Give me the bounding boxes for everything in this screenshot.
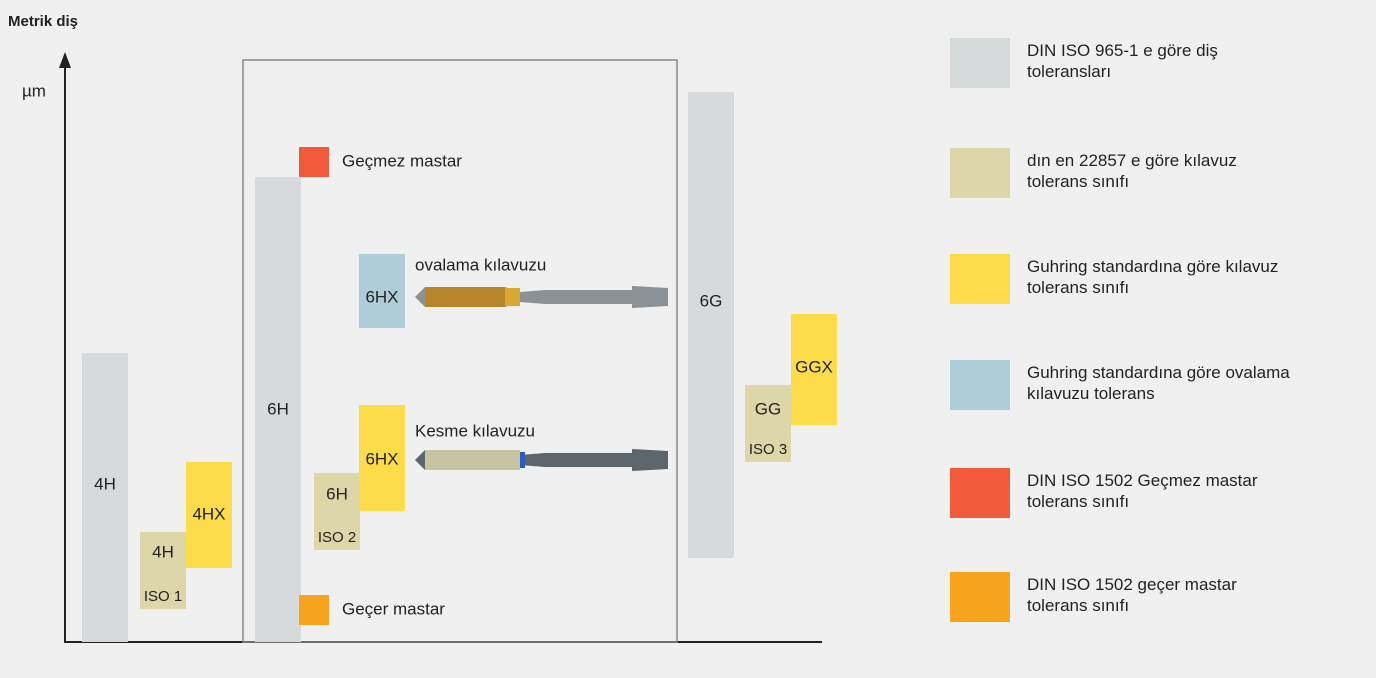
axis-arrow	[59, 52, 71, 68]
legend-line: DIN ISO 1502 geçer mastar	[1027, 575, 1237, 594]
tool-label: ovalama kılavuzu	[415, 255, 546, 274]
box-label: 6HX	[365, 287, 398, 306]
legend-item: Guhring standardına göre kılavuz tolerans…	[950, 254, 1278, 304]
box-label: 6H	[326, 484, 348, 503]
box-label: GGX	[795, 357, 833, 376]
legend-line: dın en 22857 e göre kılavuz	[1027, 151, 1237, 170]
gauge-box	[299, 147, 329, 177]
tolerance-box	[359, 405, 405, 511]
legend-line: kılavuzu tolerans	[1027, 384, 1155, 403]
box-label: 6HX	[365, 449, 398, 468]
legend-text: Guhring standardına göre kılavuz tolerans…	[1027, 256, 1278, 298]
tolerance-box	[186, 462, 232, 568]
box-label: GG	[755, 399, 781, 418]
box-sublabel: ISO 2	[318, 529, 356, 546]
box-label: 6H	[267, 399, 289, 418]
gauge-box	[299, 595, 329, 625]
box-label: 4H	[94, 474, 116, 493]
legend-swatch	[950, 360, 1010, 410]
roll-tap-image	[415, 286, 668, 308]
tolerance-box	[140, 532, 186, 609]
legend-line: DIN ISO 1502 Geçmez mastar	[1027, 471, 1258, 490]
box-label: 6G	[700, 291, 723, 310]
diagram: Metrik diş µm 4H 4H ISO 1 4HX 6H 6HX 6H ISO 2 6H…	[8, 13, 837, 643]
legend-swatch	[950, 148, 1010, 198]
legend-item: Guhring standardına göre ovalama kılavuzu…	[950, 360, 1290, 410]
tolerance-box	[255, 177, 301, 642]
box-sublabel: ISO 3	[749, 441, 787, 458]
tolerance-box	[791, 314, 837, 425]
gauge-label: Geçmez mastar	[342, 151, 462, 170]
legend-text: DIN ISO 1502 geçer mastar tolerans sınıfı	[1027, 574, 1237, 616]
cutting-tap-image	[415, 449, 668, 471]
frame	[242, 59, 678, 643]
tolerance-box	[82, 353, 128, 642]
box-sublabel: ISO 1	[144, 588, 182, 605]
tolerance-box	[359, 254, 405, 328]
legend-line: tolerans sınıfı	[1027, 596, 1130, 615]
tolerance-box	[745, 385, 791, 462]
tool-label: Kesme kılavuzu	[415, 421, 535, 440]
axis-unit: µm	[22, 81, 46, 100]
legend-item: DIN ISO 965-1 e göre diş toleransları	[950, 38, 1218, 88]
legend-line: Guhring standardına göre kılavuz	[1027, 257, 1279, 276]
legend-swatch	[950, 254, 1010, 304]
legend-item: DIN ISO 1502 Geçmez mastar tolerans sınıf…	[950, 468, 1258, 518]
legend-swatch	[950, 38, 1010, 88]
tolerance-box	[688, 92, 734, 558]
legend-text: DIN ISO 965-1 e göre diş toleransları	[1027, 40, 1218, 82]
legend-line: toleransları	[1027, 62, 1112, 81]
tolerance-box	[314, 473, 360, 550]
title: Metrik diş	[8, 13, 78, 30]
legend-swatch	[950, 572, 1010, 622]
legend-line: tolerans sınıfı	[1027, 492, 1130, 511]
legend-text: Guhring standardına göre ovalama kılavuzu…	[1027, 362, 1290, 404]
legend-item: dın en 22857 e göre kılavuz tolerans sını…	[950, 148, 1237, 198]
gauge-label: Geçer mastar	[342, 599, 445, 618]
legend-text: dın en 22857 e göre kılavuz tolerans sını…	[1027, 150, 1237, 192]
legend-line: DIN ISO 965-1 e göre diş	[1027, 41, 1218, 60]
box-label: 4HX	[192, 504, 225, 523]
legend-swatch	[950, 468, 1010, 518]
legend-line: tolerans sınıfı	[1027, 278, 1130, 297]
legend-line: tolerans sınıfı	[1027, 172, 1130, 191]
legend-line: Guhring standardına göre ovalama	[1027, 363, 1290, 382]
box-label: 4H	[152, 542, 174, 561]
legend-item: DIN ISO 1502 geçer mastar tolerans sınıfı	[950, 572, 1237, 622]
legend-text: DIN ISO 1502 Geçmez mastar tolerans sınıf…	[1027, 470, 1258, 512]
